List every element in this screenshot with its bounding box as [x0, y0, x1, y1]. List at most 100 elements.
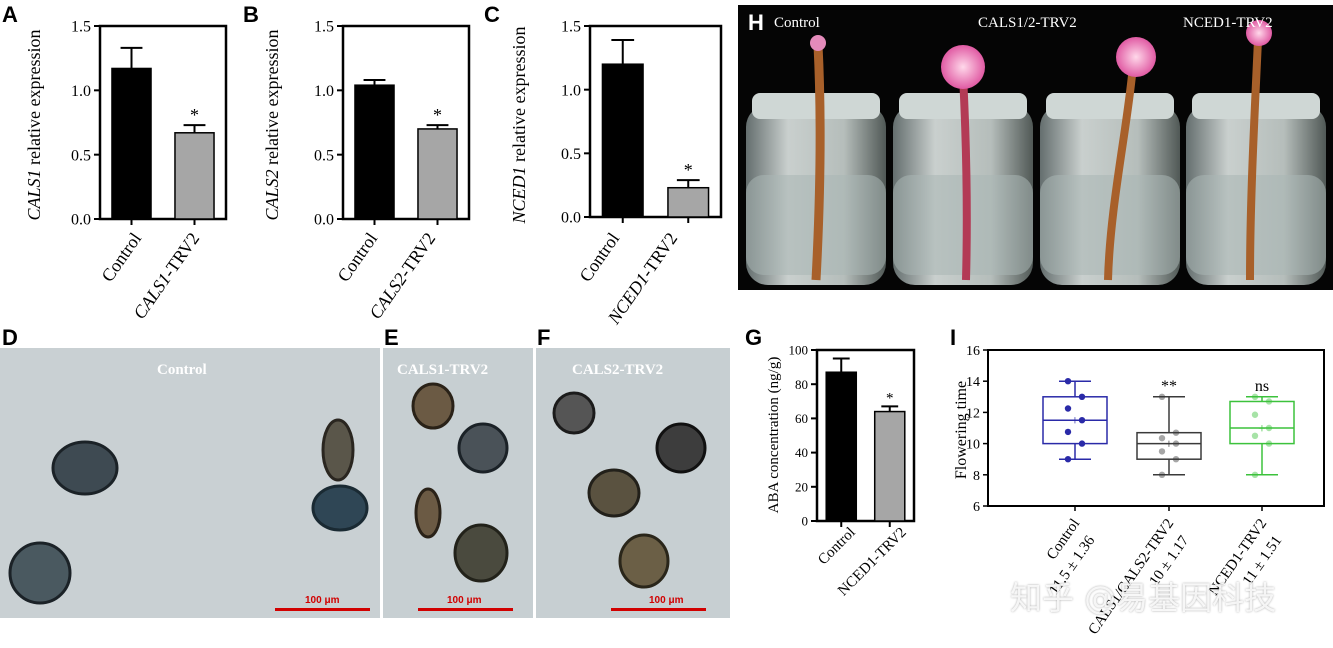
scale-text-e: 100 μm — [447, 595, 482, 606]
significance-star-b: * — [433, 105, 442, 125]
data-point-i-1 — [1172, 440, 1180, 447]
ylabel-italic-a: CALS1 — [24, 169, 44, 220]
bar-chart-a: CALS1 relative expression 0.00.51.01.5* … — [24, 19, 228, 323]
data-point-i-0 — [1064, 456, 1072, 463]
data-point-i-1 — [1158, 434, 1166, 442]
significance-star-c: * — [684, 160, 693, 180]
data-point-i-2 — [1251, 432, 1259, 439]
y-tick-label-g: 0 — [802, 514, 809, 529]
bar-g-1 — [873, 410, 906, 522]
scale-bar-f — [611, 608, 706, 611]
micrograph-f: CALS2-TRV2 100 μm — [536, 348, 730, 618]
ylabel-rest-a: relative expression — [24, 30, 44, 170]
photo-vases: Control CALS1/2-TRV2 NCED1-TRV2 — [738, 5, 1333, 290]
y-tick-label-i: 16 — [966, 344, 980, 359]
scale-text-d: 100 μm — [305, 595, 340, 606]
plot-frame-a — [98, 24, 228, 221]
x-label-control-b: Control — [333, 229, 381, 286]
y-tick-label-b: 0.5 — [314, 147, 334, 164]
panel-letter-d: D — [2, 325, 18, 350]
data-point-i-1 — [1172, 456, 1180, 463]
y-tick-label-c: 1.5 — [561, 19, 581, 36]
y-tick-label-i: 14 — [966, 375, 980, 390]
y-tick-label-c: 1.0 — [561, 82, 581, 99]
plot-frame-i — [987, 349, 1325, 507]
y-tick-label-b: 1.0 — [314, 83, 334, 100]
y-tick-label-i: 12 — [966, 406, 980, 421]
y-axis-label-c: NCED1 relative expression — [509, 27, 529, 225]
data-point-i-0 — [1064, 428, 1072, 436]
data-point-i-2 — [1251, 471, 1259, 478]
data-point-i-2 — [1251, 411, 1259, 418]
svg-text:ABA concentration (ng/g): ABA concentration (ng/g) — [766, 357, 782, 514]
x-label-control-g: Control — [815, 525, 859, 569]
significance-star-a: * — [190, 105, 199, 125]
bar-chart-g: ABA concentration (ng/g) 0 20 40 60 80 100 * C… — [766, 343, 916, 599]
micrograph-label-e: CALS1-TRV2 — [397, 362, 489, 378]
panel-letter-g: G — [745, 325, 763, 350]
data-point-i-0 — [1078, 417, 1086, 424]
data-point-i-2 — [1265, 398, 1273, 405]
y-tick-label-i: 10 — [966, 438, 980, 453]
box-i-1 — [1136, 431, 1202, 460]
data-point-i-0 — [1064, 378, 1072, 385]
mean-marker-i-0: + — [1071, 414, 1079, 429]
bar-c-1 — [667, 186, 710, 218]
scale-bar-d — [275, 608, 370, 611]
micrograph-d: Control 100 μm — [0, 348, 380, 618]
data-point-i-1 — [1172, 429, 1180, 436]
svg-text:CALS1 relative expression: CALS1 relative expression — [24, 30, 44, 221]
pollen-grains-e — [411, 382, 509, 583]
y-tick-label-g: 80 — [795, 377, 808, 392]
y-tick-label-g: 100 — [789, 343, 809, 358]
micrograph-label-f: CALS2-TRV2 — [572, 362, 664, 378]
panel-letter-a: A — [2, 2, 18, 27]
significance-star-g: * — [886, 390, 894, 406]
data-point-i-0 — [1078, 440, 1086, 447]
y-axis-label-g: ABA concentration (ng/g) — [766, 357, 782, 514]
svg-text:NCED1 relative expression: NCED1 relative expression — [509, 27, 529, 225]
bar-a-0 — [111, 67, 152, 220]
y-tick-label-g: 40 — [795, 445, 808, 460]
box-i-2 — [1229, 400, 1295, 445]
y-tick-label-a: 1.0 — [71, 83, 91, 100]
x-label-control-a: Control — [97, 229, 145, 286]
y-axis-label-b: CALS2 relative expression — [262, 30, 282, 221]
micrograph-label-d: Control — [157, 362, 207, 378]
bar-chart-b: CALS2 relative expression 0.00.51.01.5* … — [262, 19, 471, 323]
micrograph-e: CALS1-TRV2 100 μm — [383, 348, 533, 618]
significance-label-i-2: ns — [1255, 378, 1269, 395]
y-tick-label-c: 0.5 — [561, 146, 581, 163]
y-tick-label-b: 0.0 — [314, 212, 334, 229]
photo-label-nced1: NCED1-TRV2 — [1183, 15, 1273, 31]
scale-text-f: 100 μm — [649, 595, 684, 606]
x-label-control-c: Control — [575, 229, 623, 286]
data-point-i-0 — [1078, 393, 1086, 400]
bar-chart-c: NCED1 relative expression 0.00.51.01.5* … — [509, 19, 723, 328]
bar-g-0 — [825, 371, 858, 522]
svg-text:Flowering time: Flowering time — [953, 381, 970, 479]
panel-letter-e: E — [384, 325, 399, 350]
bar-b-0 — [354, 84, 395, 220]
vase-illustration — [738, 5, 1333, 290]
y-tick-label-a: 0.5 — [71, 147, 91, 164]
svg-text:CALS2 relative expression: CALS2 relative expression — [262, 30, 282, 221]
y-tick-label-a: 0.0 — [71, 212, 91, 229]
panel-letter-h: H — [748, 10, 764, 35]
photo-label-cals12: CALS1/2-TRV2 — [978, 15, 1077, 31]
y-axis-label-i: Flowering time — [953, 381, 970, 479]
y-tick-label-a: 1.5 — [71, 19, 91, 36]
y-tick-label-i: 8 — [973, 469, 980, 484]
bar-b-1 — [417, 128, 458, 220]
mean-marker-i-1: + — [1165, 438, 1173, 453]
y-tick-label-c: 0.0 — [561, 210, 581, 227]
y-tick-label-i: 6 — [973, 500, 980, 515]
data-point-i-2 — [1265, 440, 1273, 447]
plot-frame-c — [588, 24, 723, 219]
photo-label-control: Control — [774, 15, 820, 31]
panel-letter-c: C — [484, 2, 500, 27]
mean-marker-i-2: + — [1258, 422, 1266, 437]
data-point-i-1 — [1158, 471, 1166, 478]
data-point-i-1 — [1158, 448, 1166, 455]
